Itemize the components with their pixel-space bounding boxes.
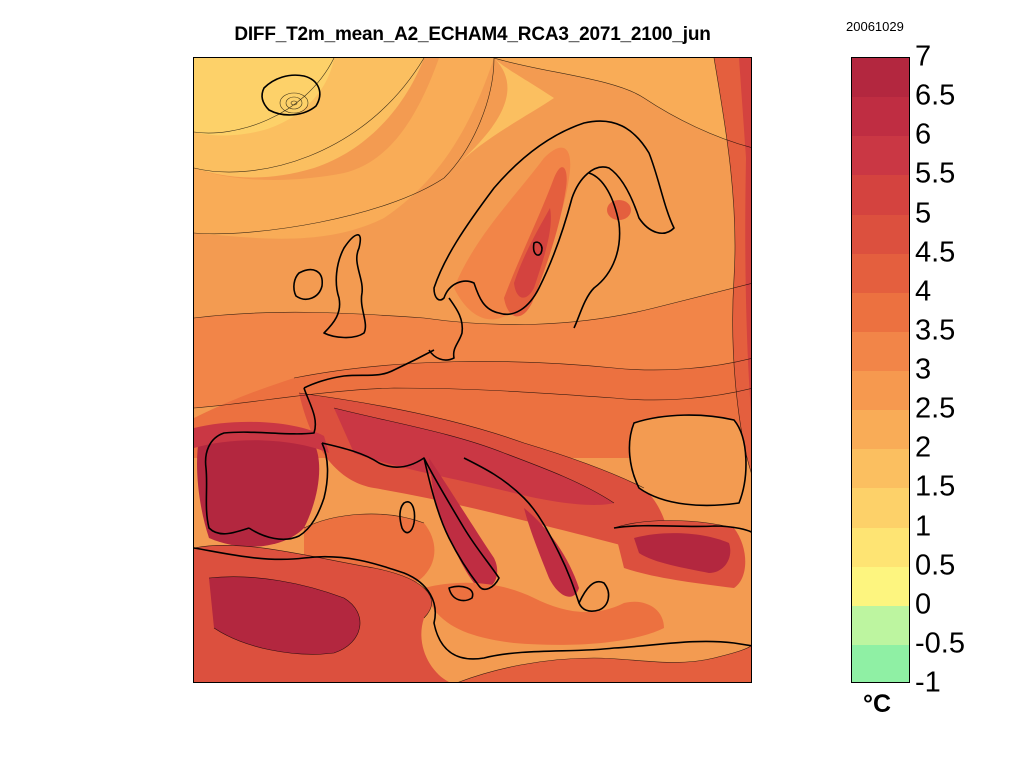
colorbar-band: [852, 58, 909, 98]
colorbar-tick-label: 5: [915, 197, 932, 229]
colorbar-band: [852, 410, 909, 450]
map-field-band: [714, 58, 751, 472]
map-field-band: [459, 645, 751, 682]
colorbar-band: [852, 605, 909, 645]
contour-lines: [194, 58, 751, 682]
colorbar-tick-label: 0.5: [915, 549, 956, 582]
map-field-band: [194, 58, 494, 239]
map-field-band: [514, 208, 551, 298]
colorbar-band: [852, 644, 909, 682]
colorbar-band: [852, 292, 909, 332]
colorbar-tick-label: 1.5: [915, 470, 956, 503]
coastlines: [194, 74, 751, 660]
date-stamp: 20061029: [846, 19, 904, 34]
colorbar-band: [852, 214, 909, 254]
map-field-band: [429, 458, 498, 589]
colorbar-tick-label: 0: [915, 588, 932, 621]
colorbar-band: [852, 371, 909, 411]
colorbar-band: [852, 488, 909, 528]
colorbar-tick-label: 3.5: [915, 314, 956, 347]
colorbar-band: [852, 97, 909, 137]
map-field-band: [197, 431, 320, 547]
colorbar-band: [852, 527, 909, 567]
colorbar-tick-label: 3: [915, 353, 932, 386]
colorbar-tick-label: 7: [915, 40, 932, 73]
map-field-band: [424, 582, 664, 645]
map-field-band: [334, 408, 614, 505]
temperature-map: [193, 57, 752, 683]
map-field-band: [607, 200, 631, 220]
map-field-band: [194, 421, 329, 453]
colorbar-tick-label: 4.5: [915, 236, 956, 269]
colorbar-tick-label: 6: [915, 118, 932, 151]
map-title: DIFF_T2m_mean_A2_ECHAM4_RCA3_2071_2100_j…: [234, 24, 711, 45]
map-field-band: [494, 58, 751, 148]
map-field-band: [634, 533, 731, 573]
map-field-band: [454, 58, 554, 168]
map-field-band: [629, 415, 746, 506]
map-field-band: [209, 576, 361, 655]
colorbar-band: [852, 136, 909, 176]
colorbar-unit: °C: [863, 690, 892, 718]
colorbar-tick-label: 4: [915, 275, 932, 308]
colorbar-tick-label: 1: [915, 510, 932, 542]
colorbar-tick-label: 5.5: [915, 157, 956, 190]
colorbar-tick-label: -1: [915, 666, 941, 699]
colorbar-band: [852, 449, 909, 489]
colorbar-band: [852, 253, 909, 293]
colorbar-band: [852, 566, 909, 606]
colorbar-band: [852, 175, 909, 215]
colorbar-tick-label: 2.5: [915, 392, 956, 425]
colorbar-tick-label: -0.5: [915, 627, 965, 660]
colorbar-tick-label: 6.5: [915, 79, 956, 112]
colorbar-tick-label: 2: [915, 431, 932, 464]
colorbar: [851, 57, 910, 683]
map-field-band: [524, 508, 579, 597]
map-plot: [194, 58, 751, 682]
map-field-band: [454, 147, 571, 320]
map-field-band: [194, 58, 334, 136]
colorbar-band: [852, 331, 909, 371]
